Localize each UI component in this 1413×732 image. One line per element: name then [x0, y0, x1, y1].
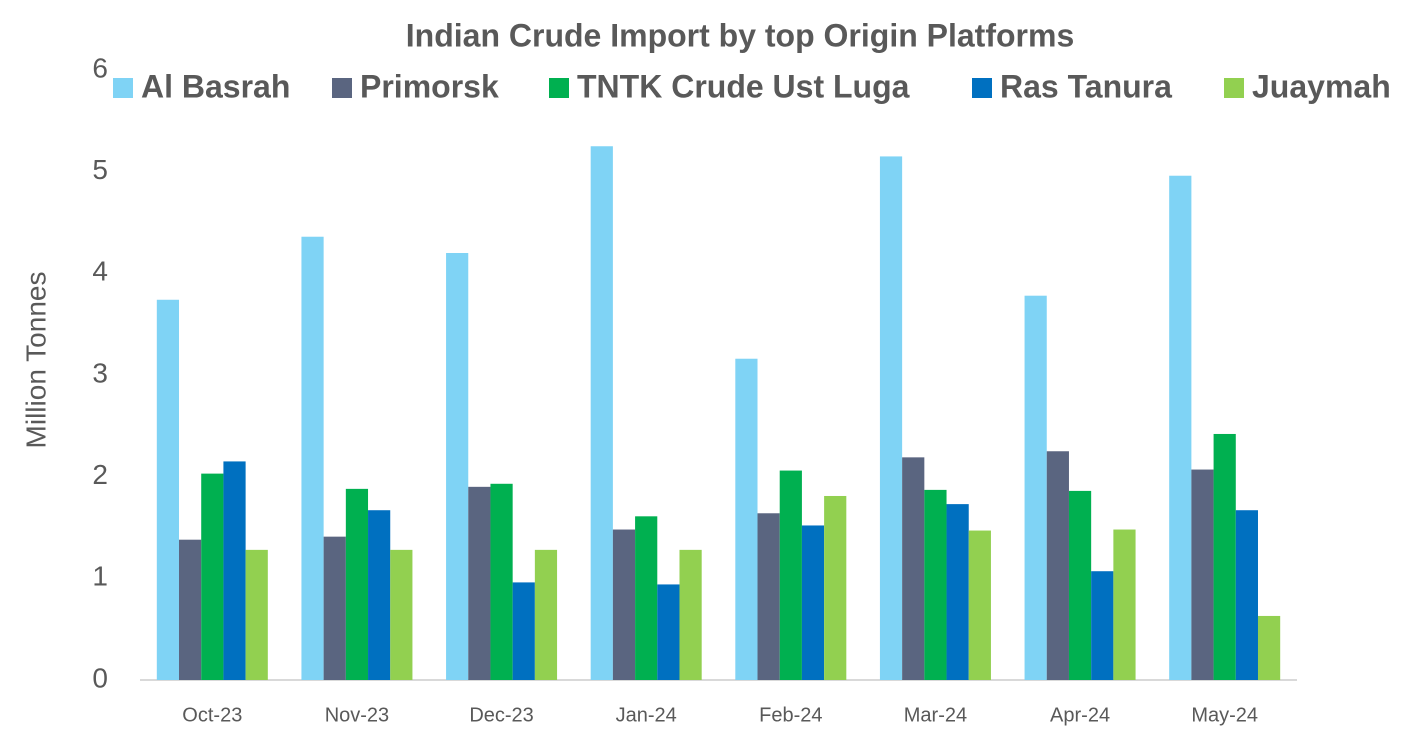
y-tick-label: 4 [92, 256, 108, 287]
bar [757, 513, 780, 680]
y-axis-label: Million Tonnes [20, 272, 51, 449]
bar [223, 461, 246, 680]
x-tick-label: Jan-24 [616, 704, 677, 726]
legend-swatch [549, 78, 569, 98]
legend-swatch [972, 78, 992, 98]
legend-swatch [113, 78, 133, 98]
bar [468, 486, 491, 680]
bar [323, 536, 346, 680]
legend-swatch [1224, 78, 1244, 98]
y-tick-label: 6 [92, 52, 108, 83]
x-tick-label: Mar-24 [904, 704, 967, 726]
x-tick-label: Oct-23 [182, 704, 242, 726]
bar [1068, 490, 1092, 680]
bar [301, 236, 324, 680]
bar [345, 488, 369, 680]
bar [1213, 433, 1236, 680]
legend-swatch [332, 78, 352, 98]
bar [1169, 175, 1192, 680]
bar [824, 495, 847, 680]
bar [635, 516, 658, 680]
chart-title: Indian Crude Import by top Origin Platfo… [406, 17, 1074, 53]
x-tick-label: Nov-23 [325, 704, 389, 726]
bar [1235, 510, 1258, 680]
legend-label: Juaymah [1252, 68, 1391, 104]
bar [490, 483, 513, 680]
bar [1113, 529, 1136, 680]
bar [512, 582, 535, 680]
legend-label: Primorsk [360, 68, 499, 104]
bar [946, 504, 969, 680]
bar [201, 473, 224, 680]
bar [679, 549, 702, 680]
bar [245, 549, 268, 680]
y-tick-label: 1 [92, 561, 108, 592]
legend-label: TNTK Crude Ust Luga [577, 68, 910, 104]
bar [590, 146, 613, 680]
y-tick-label: 5 [92, 154, 108, 185]
bar [657, 584, 680, 680]
legend-label: Ras Tanura [1000, 68, 1172, 104]
y-tick-label: 3 [92, 357, 108, 388]
bar [446, 253, 469, 680]
bar [902, 457, 925, 680]
bar [801, 525, 825, 680]
y-tick-label: 2 [92, 459, 108, 490]
x-tick-label: May-24 [1191, 704, 1258, 726]
bar [1046, 451, 1069, 680]
bar [1091, 571, 1114, 680]
bar [612, 529, 636, 680]
bar [924, 489, 947, 680]
bar [879, 156, 903, 680]
x-tick-label: Feb-24 [759, 704, 822, 726]
bar [534, 549, 558, 680]
bar [735, 358, 758, 680]
bar [390, 549, 413, 680]
x-tick-label: Apr-24 [1050, 704, 1110, 726]
bar [968, 530, 991, 680]
bar [1024, 295, 1047, 680]
bar [779, 470, 802, 680]
bar [179, 539, 202, 680]
bar [1191, 469, 1214, 680]
bar [156, 299, 180, 680]
bar [368, 510, 391, 680]
y-tick-label: 0 [92, 662, 108, 693]
x-tick-label: Dec-23 [469, 704, 533, 726]
bar [1257, 615, 1281, 680]
legend-label: Al Basrah [141, 68, 290, 104]
